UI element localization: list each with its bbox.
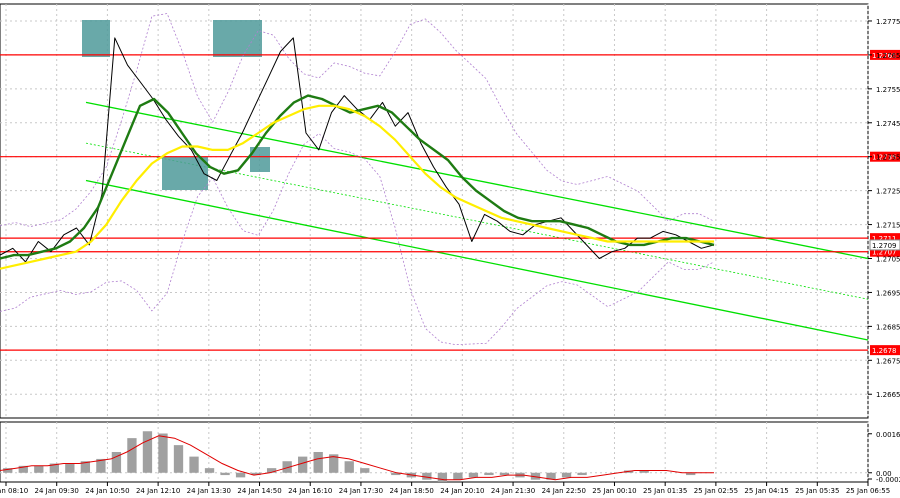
axes: 1.27751.27651.27551.27451.27351.27251.27… (0, 18, 900, 495)
x-tick-label: 24 Jan 16:10 (288, 487, 332, 495)
x-tick-label: 25 Jan 00:10 (592, 487, 636, 495)
highlight-boxes (82, 20, 270, 190)
current-price-tag (869, 239, 900, 251)
x-tick-label: 24 Jan 08:10 (0, 487, 28, 495)
price-panel-frame (0, 3, 869, 419)
trend-channel (85, 101, 869, 341)
series-price (0, 37, 715, 263)
x-tick-label: 24 Jan 14:50 (237, 487, 281, 495)
level-label: 1.2711 (872, 235, 897, 243)
y-tick-label: 1.2745 (876, 120, 900, 128)
level-label: 1.2735 (872, 154, 897, 162)
channel-lower-line (85, 179, 869, 341)
level-label: 1.2678 (872, 347, 897, 355)
x-tick-label: 24 Jan 12:10 (136, 487, 180, 495)
x-tick-label: 25 Jan 01:35 (643, 487, 687, 495)
level-label-bg (870, 49, 900, 60)
level-label-bg (870, 233, 900, 244)
x-tick-label: 25 Jan 02:55 (694, 487, 738, 495)
osc-tick-label: -0.00027 (876, 476, 900, 484)
x-tick-label: 25 Jan 04:15 (744, 487, 788, 495)
current-price-label: 1.2709 (872, 242, 897, 250)
osc-tick-label: 0.00169 (876, 431, 900, 439)
level-label-bg (870, 246, 900, 257)
level-label: 1.2765 (872, 52, 897, 60)
highlight-box (213, 20, 262, 57)
x-tick-label: 24 Jan 22:50 (542, 487, 586, 495)
horizontal-levels: 1.2765 1.2735 1.2711 1.2707 1.2678 1.2709 (0, 49, 900, 356)
y-tick-label: 1.2735 (876, 154, 900, 162)
x-tick-label: 24 Jan 09:30 (35, 487, 79, 495)
bollinger-upper (0, 13, 715, 228)
highlight-box (250, 147, 270, 172)
x-tick-label: 25 Jan 05:35 (795, 487, 839, 495)
bollinger-lower (0, 133, 715, 346)
x-tick-label: 24 Jan 10:50 (85, 487, 129, 495)
y-tick-label: 1.2765 (876, 52, 900, 60)
osc-signal-line (0, 435, 714, 481)
x-tick-label: 24 Jan 13:30 (187, 487, 231, 495)
series-moving-average-fast (0, 94, 715, 260)
series-lines (0, 37, 715, 270)
osc-tick-label: 0.00 (876, 470, 892, 478)
x-tick-label: 24 Jan 21:30 (491, 487, 535, 495)
y-tick-label: 1.2775 (876, 18, 900, 26)
y-tick-label: 1.2675 (876, 357, 900, 365)
y-tick-label: 1.2725 (876, 188, 900, 196)
channel-upper-line (85, 101, 869, 260)
level-label: 1.2707 (872, 249, 897, 257)
y-tick-label: 1.2685 (876, 323, 900, 331)
x-tick-label: 24 Jan 17:30 (339, 487, 383, 495)
y-tick-label: 1.2705 (876, 256, 900, 264)
y-tick-label: 1.2715 (876, 222, 900, 230)
x-tick-label: 24 Jan 20:10 (440, 487, 484, 495)
level-label-bg (870, 151, 900, 162)
highlight-box (82, 20, 110, 57)
level-label-bg (870, 345, 900, 356)
series-moving-average-slow (0, 104, 714, 270)
y-tick-label: 1.2695 (876, 289, 900, 297)
y-tick-label: 1.2755 (876, 86, 900, 94)
oscillator-panel (0, 431, 868, 482)
x-tick-label: 25 Jan 06:55 (846, 487, 890, 495)
y-tick-label: 1.2665 (876, 391, 900, 399)
highlight-box (162, 157, 208, 190)
grid (0, 3, 869, 483)
x-tick-label: 24 Jan 18:50 (389, 487, 433, 495)
bollinger-bands (0, 13, 715, 346)
